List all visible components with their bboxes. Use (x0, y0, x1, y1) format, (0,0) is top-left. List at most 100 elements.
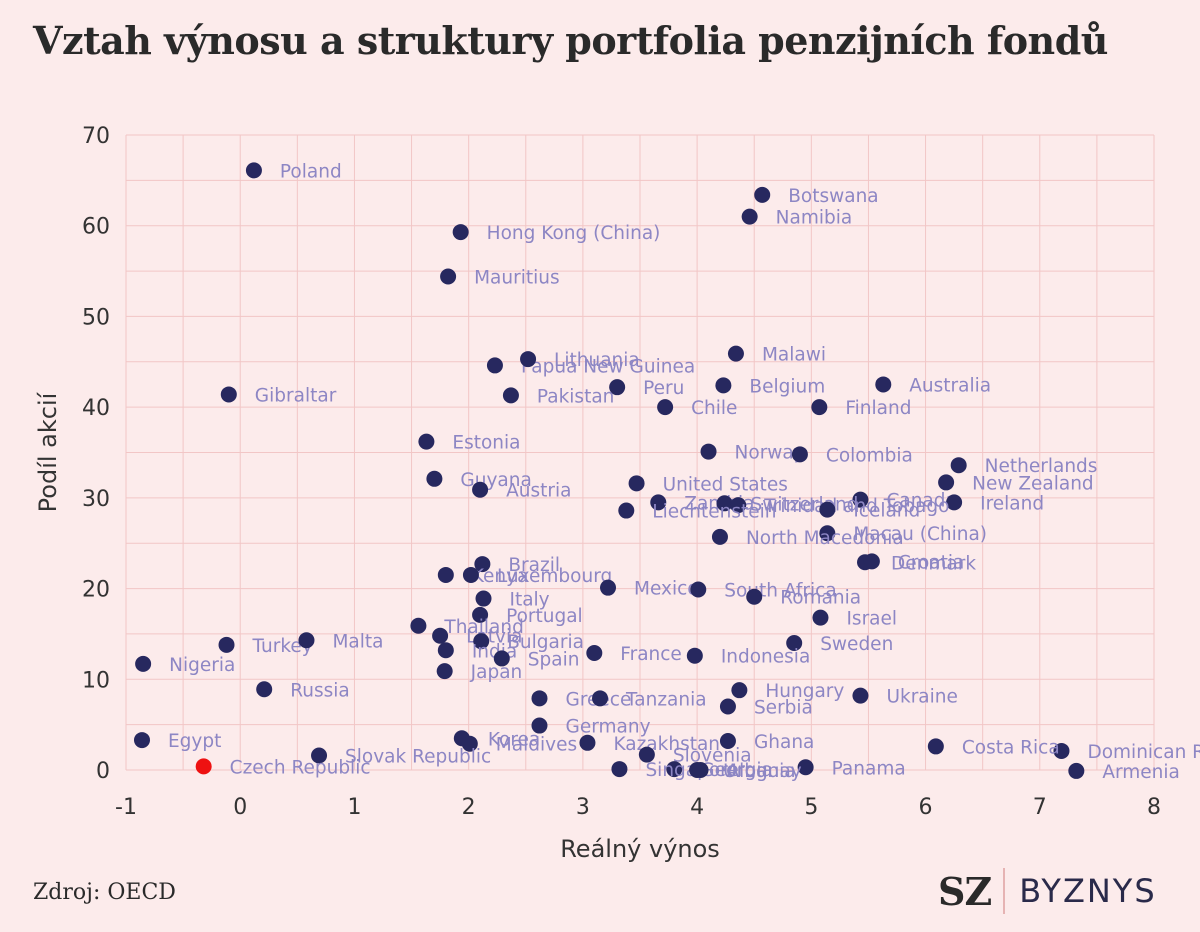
data-point (746, 588, 763, 605)
x-tick-label: 5 (804, 795, 818, 820)
data-point (245, 162, 262, 179)
point-label: Nigeria (169, 655, 235, 676)
point-label: Hungary (765, 681, 844, 702)
point-label: Malta (332, 631, 383, 652)
data-point (819, 501, 836, 518)
point-label: Norway (735, 443, 805, 464)
data-point (600, 579, 617, 596)
x-axis-label: Reálný výnos (560, 835, 720, 863)
data-point (719, 698, 736, 715)
data-point (786, 635, 803, 651)
point-label: New Zealand (972, 473, 1094, 494)
point-label: Gibraltar (255, 385, 337, 406)
data-point (410, 617, 427, 634)
data-point (628, 475, 645, 492)
data-point (220, 386, 237, 403)
point-label: Namibia (776, 208, 853, 229)
point-label: United States (663, 474, 788, 495)
point-label: Slovenia (673, 746, 752, 767)
data-point (686, 647, 703, 664)
point-label: Kenya (472, 566, 529, 587)
data-point (638, 746, 655, 763)
chart-title: Vztah výnosu a struktury portfolia penzi… (33, 18, 1108, 63)
data-point (493, 650, 510, 667)
y-axis-label: Podíl akcií (34, 391, 62, 512)
point-label: Belgium (749, 376, 825, 397)
x-tick-label: 0 (233, 795, 247, 820)
x-tick-label: 6 (919, 795, 933, 820)
point-label: Mexico (634, 579, 699, 600)
point-label: Estonia (452, 433, 520, 454)
data-point (579, 734, 596, 751)
point-label: Dominican Republic (1087, 742, 1200, 763)
data-point (218, 636, 235, 653)
point-label: Denmark (891, 553, 976, 574)
point-label: Germany (565, 717, 650, 738)
y-tick-label: 30 (82, 487, 110, 512)
data-point (797, 759, 814, 776)
point-label: Armenia (1102, 762, 1180, 783)
data-point (711, 528, 728, 545)
data-point (657, 399, 674, 416)
point-label: Maldives (496, 735, 577, 756)
data-point (1053, 742, 1070, 759)
point-label: Iceland (853, 501, 920, 522)
point-label: Costa Rica (962, 737, 1060, 758)
data-point (692, 762, 709, 778)
data-point (586, 644, 603, 661)
brand-name: BYZNYS (1019, 872, 1157, 910)
data-point (863, 553, 880, 570)
point-label: Korea (488, 729, 540, 750)
data-point (946, 494, 963, 511)
y-tick-label: 20 (82, 578, 110, 603)
point-label: Ireland (980, 493, 1044, 514)
data-point (472, 481, 489, 498)
data-point (311, 747, 328, 764)
point-label: Albania (727, 761, 796, 782)
x-tick-label: 4 (690, 795, 704, 820)
data-point (730, 497, 747, 514)
data-point (475, 590, 492, 607)
source-note: Zdroj: OECD (33, 880, 176, 905)
point-label: Austria (506, 481, 571, 502)
data-point (875, 376, 892, 393)
data-point (731, 682, 748, 699)
data-point (298, 632, 315, 649)
y-tick-label: 50 (82, 305, 110, 330)
data-point (531, 690, 548, 707)
point-label: Hong Kong (China) (487, 223, 661, 244)
data-point (715, 377, 732, 394)
data-point (650, 494, 667, 511)
data-point (195, 758, 212, 775)
data-point (592, 690, 609, 707)
point-label: Russia (290, 680, 350, 701)
point-label: Ghana (754, 732, 814, 753)
data-point (462, 566, 479, 583)
point-label: Poland (280, 161, 342, 182)
data-point (700, 443, 717, 460)
data-point (256, 681, 273, 698)
point-label: Bulgaria (507, 632, 584, 653)
point-label: Macau (China) (853, 524, 987, 545)
brand-divider (1003, 868, 1006, 914)
brand-logo: SZ BYZNYS (938, 866, 1157, 916)
point-label: Botswana (788, 186, 878, 207)
data-point (791, 446, 808, 463)
point-label: Finland (845, 398, 911, 419)
point-label: Japan (470, 662, 523, 683)
point-label: Turkey (252, 636, 313, 657)
point-label: Ukraine (886, 687, 957, 708)
point-label: Romania (780, 588, 861, 609)
data-point (432, 627, 449, 644)
point-label: North Macedonia (746, 528, 904, 549)
point-label: Chile (691, 398, 737, 419)
data-point (819, 525, 836, 542)
y-tick-label: 10 (82, 668, 110, 693)
data-point (727, 345, 744, 362)
point-label: Portugal (506, 606, 583, 627)
data-point (133, 732, 150, 749)
data-point (741, 208, 758, 225)
data-point (666, 761, 683, 778)
point-label: Papua New Guinea (521, 356, 695, 377)
point-label: Netherlands (985, 456, 1098, 477)
